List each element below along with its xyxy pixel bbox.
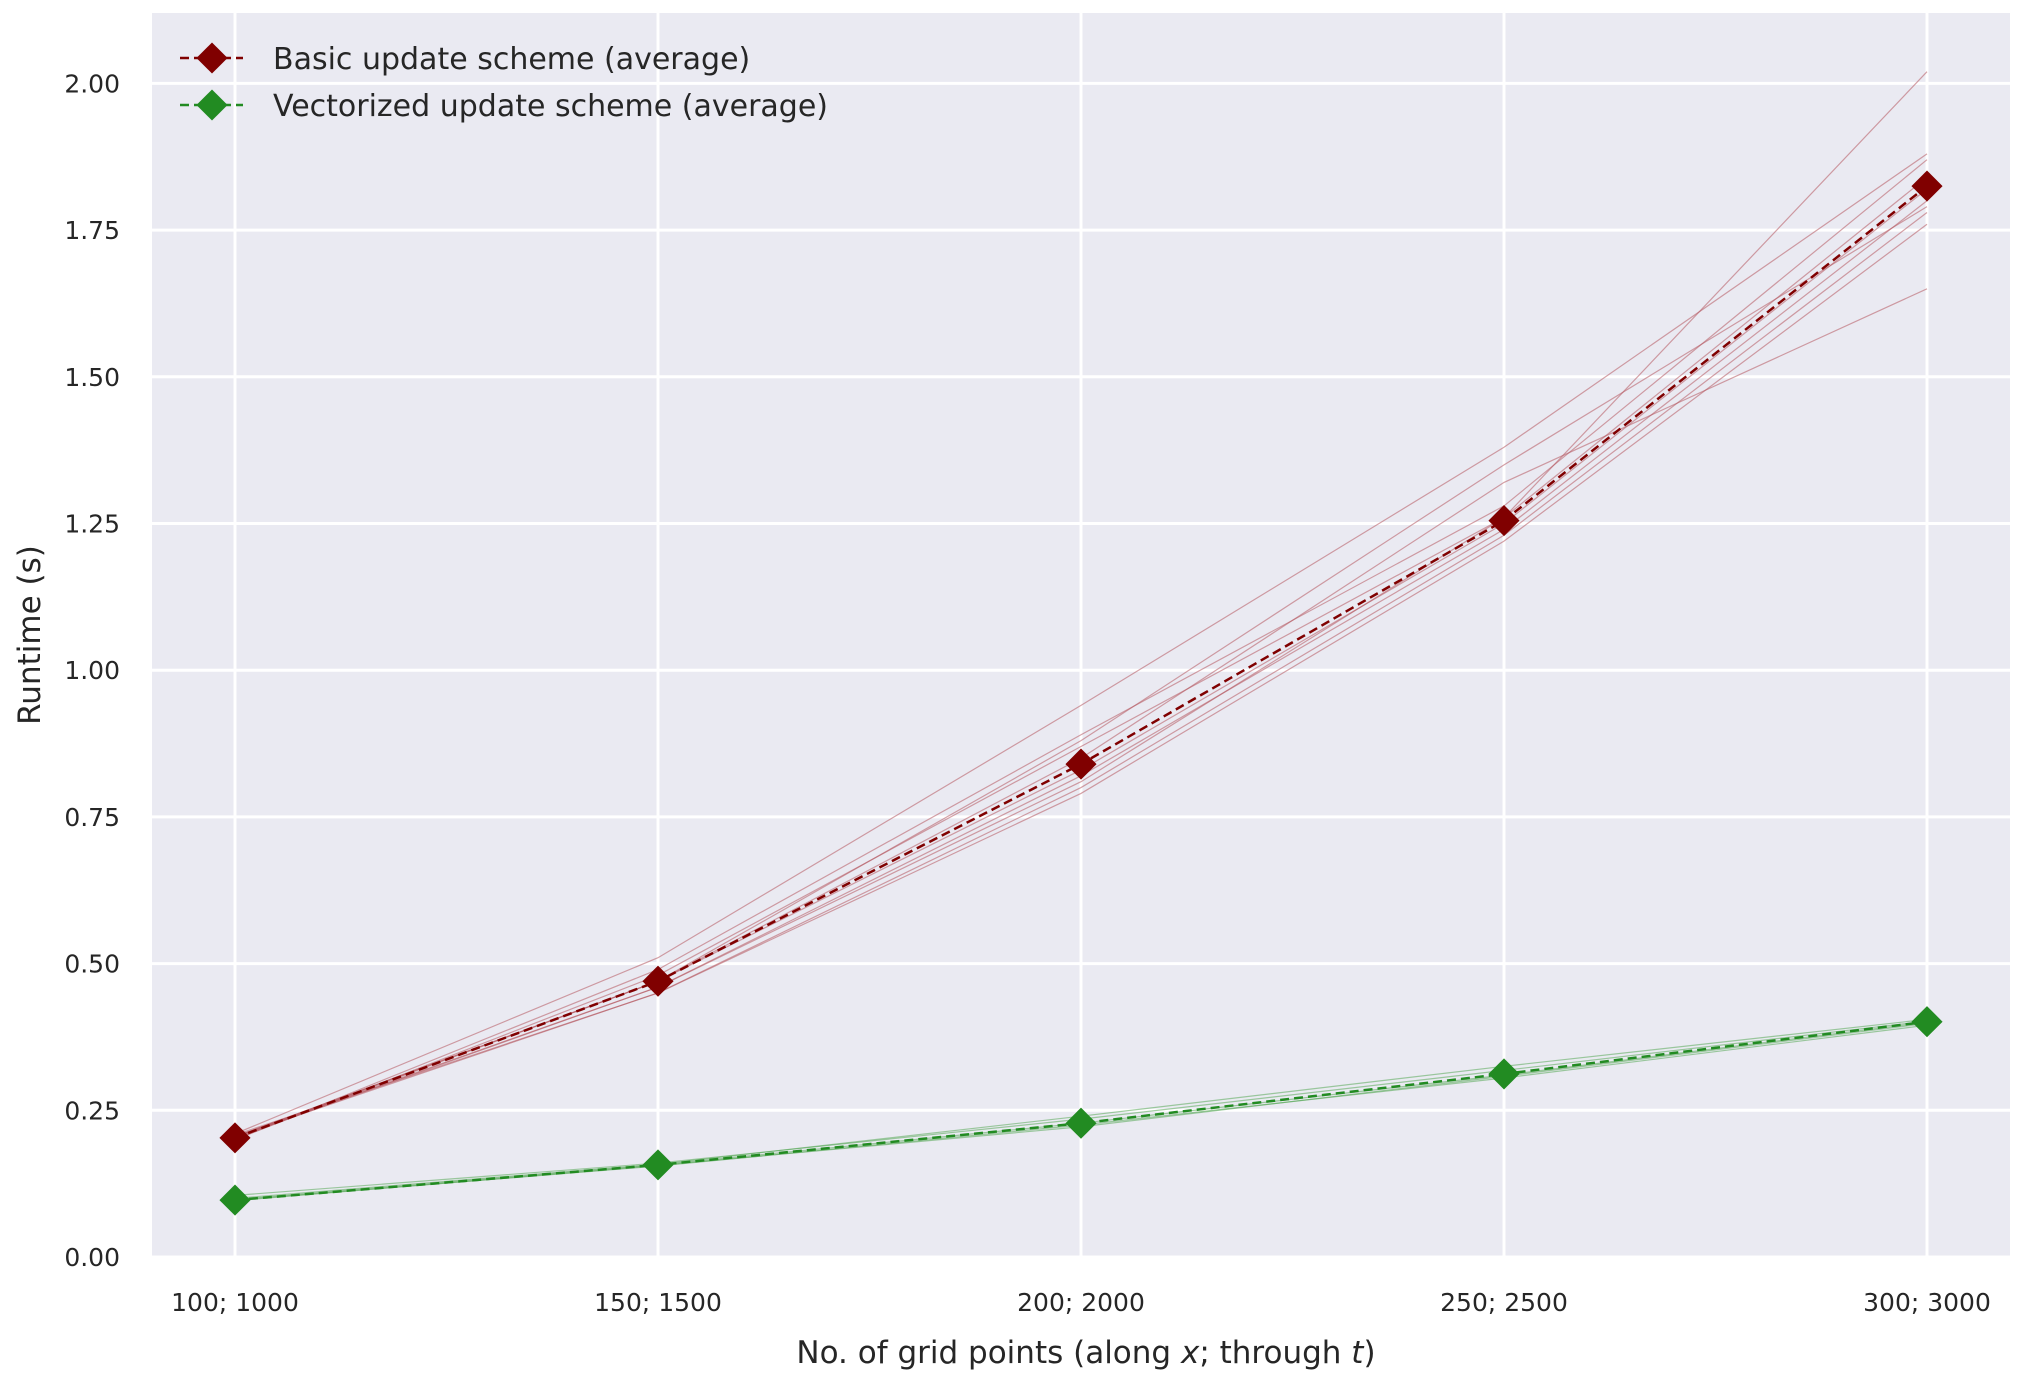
x-axis-label-suffix: ) xyxy=(1363,1335,1375,1371)
y-tick-label: 0.00 xyxy=(64,1243,120,1272)
legend-marker-vectorized xyxy=(196,89,228,121)
x-tick-label: 100; 1000 xyxy=(171,1288,299,1317)
x-tick-label: 150; 1500 xyxy=(594,1288,722,1317)
x-axis-label: No. of grid points (along x; through t) xyxy=(796,1335,1375,1371)
series-marker-1 xyxy=(1488,1058,1520,1090)
run-line xyxy=(234,153,1928,1135)
x-tick-label: 200; 2000 xyxy=(1017,1288,1145,1317)
x-tick-label: 300; 3000 xyxy=(1863,1288,1991,1317)
run-line xyxy=(234,71,1928,1139)
legend-label-basic: Basic update scheme (average) xyxy=(273,42,750,77)
legend-marker-basic xyxy=(196,42,228,74)
legend: Basic update scheme (average) Vectorized… xyxy=(180,42,828,124)
series-marker-1 xyxy=(1065,1107,1097,1139)
y-tick-label: 0.75 xyxy=(64,803,120,832)
run-line xyxy=(234,176,1928,1141)
x-axis-label-var-x: x xyxy=(1180,1335,1200,1371)
run-line xyxy=(234,159,1928,1141)
legend-label-vectorized: Vectorized update scheme (average) xyxy=(273,89,828,124)
run-line xyxy=(234,223,1928,1136)
y-tick-label: 0.25 xyxy=(64,1096,120,1125)
y-tick-labels: 0.00 0.25 0.50 0.75 1.00 1.25 1.50 1.75 2.00 xyxy=(64,69,120,1272)
x-axis-label-var-t: t xyxy=(1351,1335,1365,1371)
series-line-1 xyxy=(234,1020,1928,1202)
y-tick-label: 1.75 xyxy=(64,216,120,245)
y-tick-label: 1.25 xyxy=(64,510,120,539)
y-tick-label: 1.50 xyxy=(64,363,120,392)
y-tick-label: 0.50 xyxy=(64,950,120,979)
x-tick-labels: 100; 1000 150; 1500 200; 2000 250; 2500 300;… xyxy=(171,1288,1991,1317)
x-axis-label-mid: ; through xyxy=(1199,1335,1351,1371)
x-axis-label-prefix: No. of grid points (along xyxy=(796,1335,1181,1371)
y-tick-label: 2.00 xyxy=(64,69,120,98)
y-axis-label: Runtime (s) xyxy=(12,545,48,725)
y-tick-label: 1.00 xyxy=(64,656,120,685)
x-tick-label: 250; 2500 xyxy=(1440,1288,1568,1317)
